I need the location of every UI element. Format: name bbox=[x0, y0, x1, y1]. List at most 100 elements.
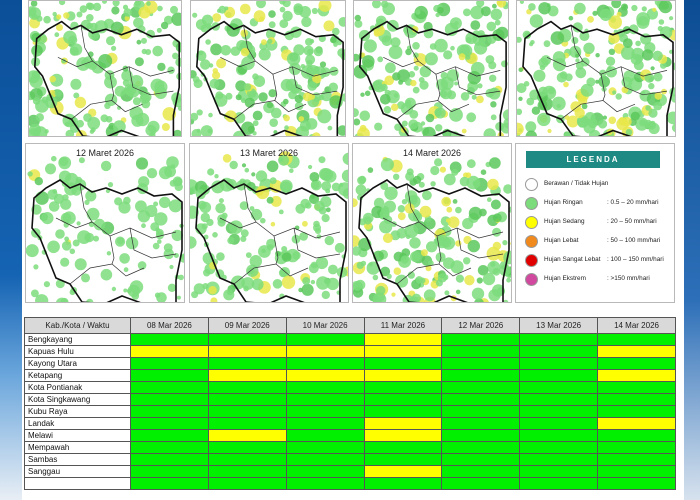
rain-blotch bbox=[496, 1, 503, 6]
rain-blotch bbox=[246, 181, 256, 192]
rain-blotch bbox=[111, 45, 117, 51]
forecast-cell bbox=[441, 345, 521, 358]
rain-blotch bbox=[337, 125, 345, 136]
rain-blotch bbox=[169, 264, 174, 270]
rain-blotch bbox=[358, 175, 367, 184]
rain-blotch bbox=[318, 1, 332, 12]
rain-blotch bbox=[30, 88, 43, 101]
rain-blotch bbox=[135, 200, 147, 213]
rain-blotch bbox=[191, 129, 202, 136]
rain-blotch bbox=[93, 218, 106, 231]
legend-item: Hujan Ringan : 0.5 – 20 mm/hari bbox=[525, 197, 675, 211]
rain-blotch bbox=[113, 120, 126, 134]
rain-blotch bbox=[122, 65, 129, 72]
rain-blotch bbox=[104, 75, 117, 89]
rain-blotch bbox=[100, 160, 112, 172]
rain-blotch bbox=[145, 49, 152, 55]
rain-blotch bbox=[266, 160, 279, 173]
rain-blotch bbox=[92, 2, 102, 12]
rain-map-svg bbox=[517, 1, 675, 136]
rain-blotch bbox=[631, 4, 638, 12]
legend-item: Hujan Lebat : 50 – 100 mm/hari bbox=[525, 235, 675, 249]
rain-blotch bbox=[405, 48, 412, 56]
rain-blotch bbox=[249, 206, 255, 211]
forecast-cell bbox=[130, 393, 209, 406]
rain-blotch bbox=[388, 45, 403, 60]
rain-map-svg bbox=[354, 1, 508, 136]
rain-blotch bbox=[608, 116, 617, 125]
forecast-cell bbox=[441, 381, 521, 394]
rain-blotch bbox=[408, 71, 416, 78]
rain-blotch bbox=[426, 241, 438, 253]
rain-blotch bbox=[43, 281, 50, 288]
rain-blotch bbox=[104, 102, 111, 110]
forecast-cell bbox=[130, 429, 209, 442]
rain-blotch bbox=[226, 289, 233, 296]
rain-blotch bbox=[342, 152, 348, 165]
rain-blotch bbox=[72, 239, 80, 247]
rain-blotch bbox=[59, 1, 66, 6]
rain-blotch bbox=[258, 48, 271, 61]
rain-blotch bbox=[279, 19, 289, 29]
rain-blotch bbox=[492, 241, 502, 251]
rain-blotch bbox=[517, 83, 527, 94]
forecast-cell bbox=[519, 357, 599, 370]
rain-blotch bbox=[434, 158, 443, 167]
rain-blotch bbox=[63, 12, 70, 19]
rain-blotch bbox=[615, 93, 622, 100]
rain-blotch bbox=[84, 232, 95, 243]
rain-blotch bbox=[255, 185, 270, 200]
forecast-cell bbox=[207, 393, 287, 406]
rain-blotch bbox=[341, 93, 345, 102]
rain-blotch bbox=[299, 232, 308, 241]
rain-blotch bbox=[517, 108, 523, 115]
rain-blotch bbox=[447, 216, 460, 228]
rain-blotch bbox=[253, 75, 266, 87]
rain-blotch bbox=[391, 292, 396, 297]
rain-blotch bbox=[394, 123, 402, 131]
rain-blotch bbox=[635, 40, 641, 47]
rain-blotch bbox=[61, 241, 72, 251]
rain-blotch bbox=[413, 52, 419, 58]
rain-blotch bbox=[430, 181, 436, 187]
rain-blotch bbox=[441, 196, 452, 207]
rain-blotch bbox=[29, 6, 37, 17]
rain-blotch bbox=[652, 7, 657, 12]
rain-blotch bbox=[207, 168, 215, 176]
rain-blotch bbox=[645, 105, 651, 111]
rain-blotch bbox=[368, 262, 373, 267]
rain-blotch bbox=[476, 277, 483, 284]
forecast-cell bbox=[130, 477, 209, 490]
rain-blotch bbox=[318, 94, 325, 101]
rain-blotch bbox=[331, 182, 341, 192]
rain-blotch bbox=[359, 110, 371, 122]
rain-blotch bbox=[363, 39, 377, 53]
rain-blotch bbox=[477, 265, 489, 276]
forecast-cell bbox=[363, 429, 443, 442]
rain-blotch bbox=[503, 184, 511, 194]
forecast-cell bbox=[207, 357, 287, 370]
legend-label: Hujan Sangat Lebat bbox=[544, 256, 601, 263]
rain-blotch bbox=[281, 252, 292, 262]
rain-blotch bbox=[200, 212, 210, 223]
rain-blotch bbox=[502, 240, 508, 246]
rain-blotch bbox=[332, 27, 340, 36]
rain-blotch bbox=[303, 92, 312, 102]
rain-blotch bbox=[643, 119, 653, 129]
forecast-cell bbox=[130, 357, 209, 370]
rain-blotch bbox=[125, 236, 139, 250]
rain-blotch bbox=[317, 109, 332, 124]
rain-blotch bbox=[450, 45, 455, 51]
rain-blotch bbox=[45, 163, 56, 175]
regency-name: Kapuas Hulu bbox=[24, 345, 131, 358]
rain-blotch bbox=[354, 53, 360, 62]
rain-blotch bbox=[270, 195, 282, 207]
regency-boundary bbox=[273, 235, 279, 265]
rain-blotch bbox=[492, 227, 502, 237]
rain-blotch bbox=[43, 15, 51, 24]
forecast-cell bbox=[207, 381, 287, 394]
forecast-cell bbox=[597, 393, 676, 406]
rain-blotch bbox=[117, 105, 122, 110]
forecast-cell bbox=[363, 345, 443, 358]
rain-blotch bbox=[492, 3, 497, 9]
